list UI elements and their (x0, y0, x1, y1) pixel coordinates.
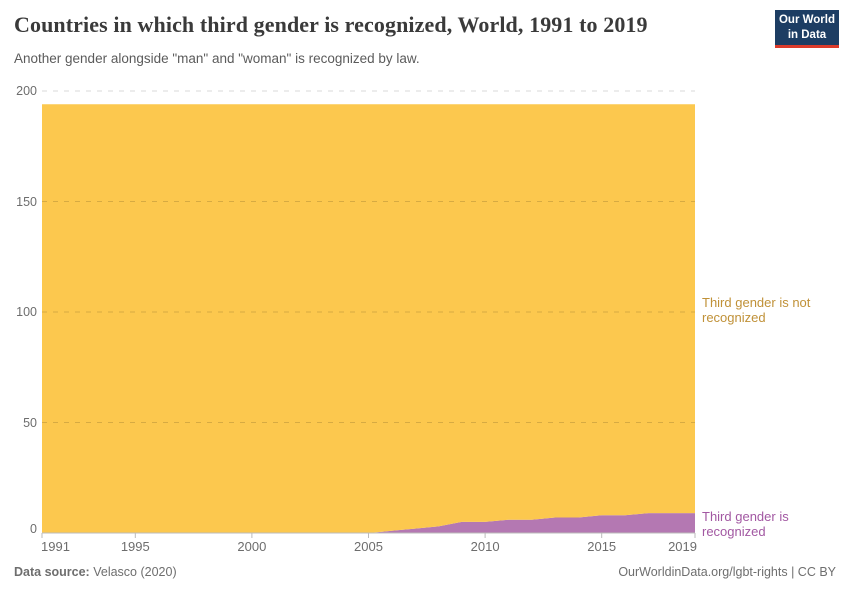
y-axis-label-200: 200 (16, 84, 37, 98)
attribution-link[interactable]: OurWorldinData.org/lgbt-rights | CC BY (618, 565, 836, 579)
x-axis-label-2010: 2010 (470, 539, 500, 554)
x-axis-label-1995: 1995 (120, 539, 150, 554)
page-title: Countries in which third gender is recog… (14, 12, 648, 37)
y-axis-label-150: 150 (16, 194, 37, 209)
y-axis-label-50: 50 (23, 415, 37, 430)
stacked-area-chart[interactable] (0, 82, 850, 560)
series-label-recognized: Third gender is recognized (702, 509, 789, 540)
chart-plot-area: 0 50 100 150 200 1991 1995 2000 2005 2010 2015 201… (0, 82, 850, 560)
chart-footer: Data source: Velasco (2020) OurWorldinDa… (14, 565, 836, 579)
area-series-1[interactable] (42, 104, 695, 534)
data-source-value: Velasco (2020) (93, 565, 177, 579)
data-source-label: Data source: (14, 565, 90, 579)
chart-subtitle: Another gender alongside "man" and "woma… (14, 51, 420, 66)
x-axis-label-2005: 2005 (354, 539, 383, 554)
x-axis-label-2019: 2019 (668, 539, 697, 554)
owid-logo[interactable]: Our World in Data (775, 10, 839, 48)
area-series-0[interactable] (42, 513, 695, 533)
series-label-not-recognized: Third gender is not recognized (702, 295, 811, 326)
x-axis-label-1991: 1991 (41, 539, 70, 554)
x-axis-label-2000: 2000 (237, 539, 267, 554)
y-axis-label-100: 100 (16, 305, 37, 319)
y-axis-label-0: 0 (30, 522, 37, 536)
data-source: Data source: Velasco (2020) (14, 565, 177, 579)
owid-logo-line2: in Data (787, 28, 827, 41)
owid-logo-line1: Our World (778, 14, 835, 27)
x-axis-label-2015: 2015 (587, 539, 617, 554)
